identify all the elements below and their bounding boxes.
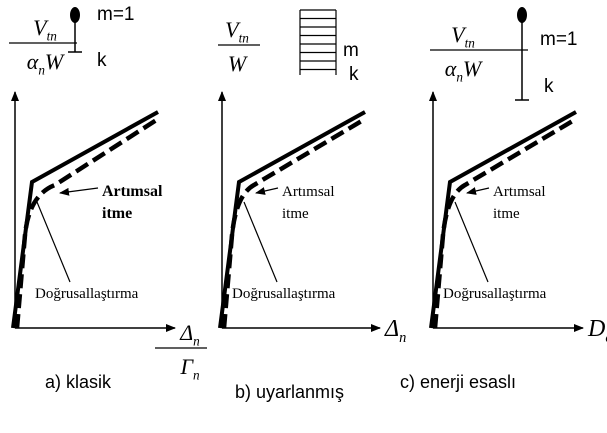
math-subscript: n [399,330,406,346]
math-term: Vtn [33,15,57,44]
bilinear-curve [218,110,366,329]
annotation-pointer [243,201,278,283]
mass [517,7,527,23]
math-term: αnW [27,49,65,78]
annotation-arrow [466,187,490,195]
annotation-pointer [36,201,71,283]
mass-label: m=1 [540,29,578,50]
math-subscript: tn [239,31,250,46]
pushover-curve [14,117,160,329]
math-base: α [445,56,457,81]
math-term: Δn [179,320,200,349]
caption: a) klasik [45,372,112,392]
annotation-line: Artımsal [102,183,163,200]
annotation-line: itme [282,206,309,222]
annotation: Artımsal itme [102,183,163,222]
math-base: W [45,49,65,74]
annotation: Artımsal itme [282,184,335,222]
mass-label: m=1 [97,4,135,25]
mass-label: m [343,40,359,61]
math-base: V [225,17,241,42]
annotation-line: itme [102,205,132,222]
math-base: V [33,15,49,40]
math-base: D [587,316,605,342]
annotation-line: itme [493,206,520,222]
bilinear-curve [429,110,577,329]
math-term: Vtn [451,22,475,51]
annotation-arrow [255,187,279,195]
math-base: Γ [179,354,194,379]
annotation: Doğrusallaştırma [232,286,336,302]
stiffness-label: k [97,50,107,71]
mass [70,7,80,23]
math-base: α [27,49,39,74]
bilinear-curve [11,110,159,329]
math-term: Den [587,316,607,346]
math-term: αnW [445,56,483,85]
math-term: Γn [179,354,200,383]
annotation-arrow [59,187,99,196]
math-subscript: n [193,368,200,383]
annotation-pointer [454,201,489,283]
math-subscript: n [456,70,463,85]
stiffness-label: k [349,64,359,85]
annotation: Doğrusallaştırma [443,286,547,302]
caption: c) enerji esaslı [400,372,516,392]
math-base: W [463,56,483,81]
math-subscript: tn [465,36,476,51]
annotation: Doğrusallaştırma [35,286,139,302]
math-term: Δn [384,316,406,346]
math-subscript: en [605,330,607,346]
math-subscript: tn [47,29,58,44]
math-subscript: n [38,63,45,78]
math-base: Δ [384,316,399,342]
annotation-line: Artımsal [493,184,546,200]
math-base: Δ [179,320,193,345]
caption: b) uyarlanmış [235,382,344,402]
math-base: W [228,51,248,76]
annotation-line: Artımsal [282,184,335,200]
math-term: Vtn [225,17,249,46]
math-term: W [228,51,248,76]
stiffness-label: k [544,76,554,97]
math-base: V [451,22,467,47]
annotation: Artımsal itme [493,184,546,222]
math-subscript: n [193,334,200,349]
